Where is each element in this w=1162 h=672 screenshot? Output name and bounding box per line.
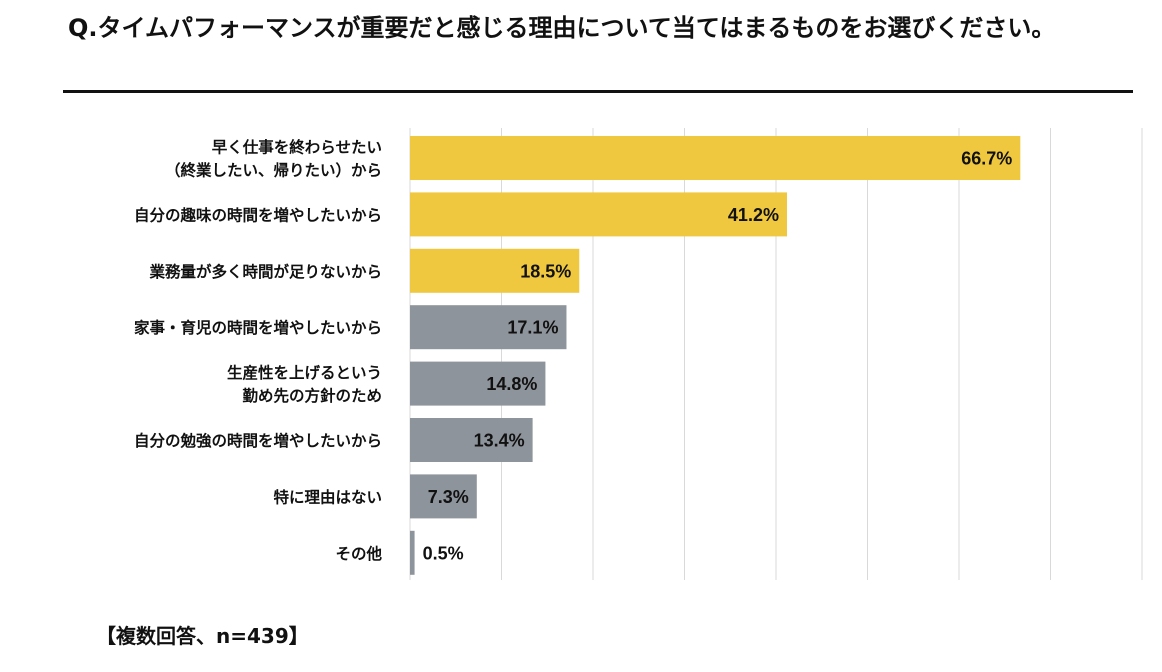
bar: [410, 136, 1021, 180]
footnote: 【複数回答、n=439】: [96, 624, 309, 648]
bar: [410, 192, 787, 237]
value-label: 7.3%: [428, 487, 469, 507]
bars: [410, 136, 1021, 575]
category-label: 業務量が多く時間が足りないから: [148, 262, 382, 281]
category-label: 自分の趣味の時間を増やしたいから: [134, 205, 382, 224]
category-label: （終業したい、帰りたい）から: [165, 161, 382, 180]
chart-title: Q.タイムパフォーマンスが重要だと感じる理由について当てはまるものをお選びくださ…: [68, 14, 1056, 42]
category-label: 自分の勉強の時間を増やしたいから: [134, 431, 382, 450]
category-label: 特に理由はない: [273, 487, 382, 506]
category-labels: 早く仕事を終わらせたい （終業したい、帰りたい）から自分の趣味の時間を増やしたいか…: [134, 138, 383, 563]
category-label: 勤め先の方針のため: [242, 386, 382, 405]
title-divider: [63, 90, 1133, 93]
category-label: 家事・育児の時間を増やしたいから: [134, 318, 382, 337]
value-label: 0.5%: [423, 543, 464, 563]
bar: [410, 305, 567, 350]
bar: [410, 248, 580, 293]
bar: [410, 418, 533, 462]
value-label: 13.4%: [474, 431, 525, 451]
value-label: 17.1%: [507, 318, 558, 338]
bar: [410, 530, 415, 575]
value-labels: 66.7% 41.2% 18.5% 17.1% 14.8% 13.4% 7.3% 0.5%: [423, 149, 1013, 564]
category-label: その他: [335, 544, 382, 563]
bar: [410, 474, 477, 519]
category-label: 早く仕事を終わらせたい: [212, 138, 382, 157]
value-label: 18.5%: [520, 261, 571, 281]
value-label: 66.7%: [961, 149, 1012, 169]
bar-chart: 早く仕事を終わらせたい （終業したい、帰りたい）から自分の趣味の時間を増やしたいか…: [134, 128, 1143, 580]
value-label: 41.2%: [728, 205, 779, 225]
category-label: 生産性を上げるという: [227, 363, 382, 382]
bar: [410, 361, 546, 406]
value-label: 14.8%: [486, 374, 537, 394]
